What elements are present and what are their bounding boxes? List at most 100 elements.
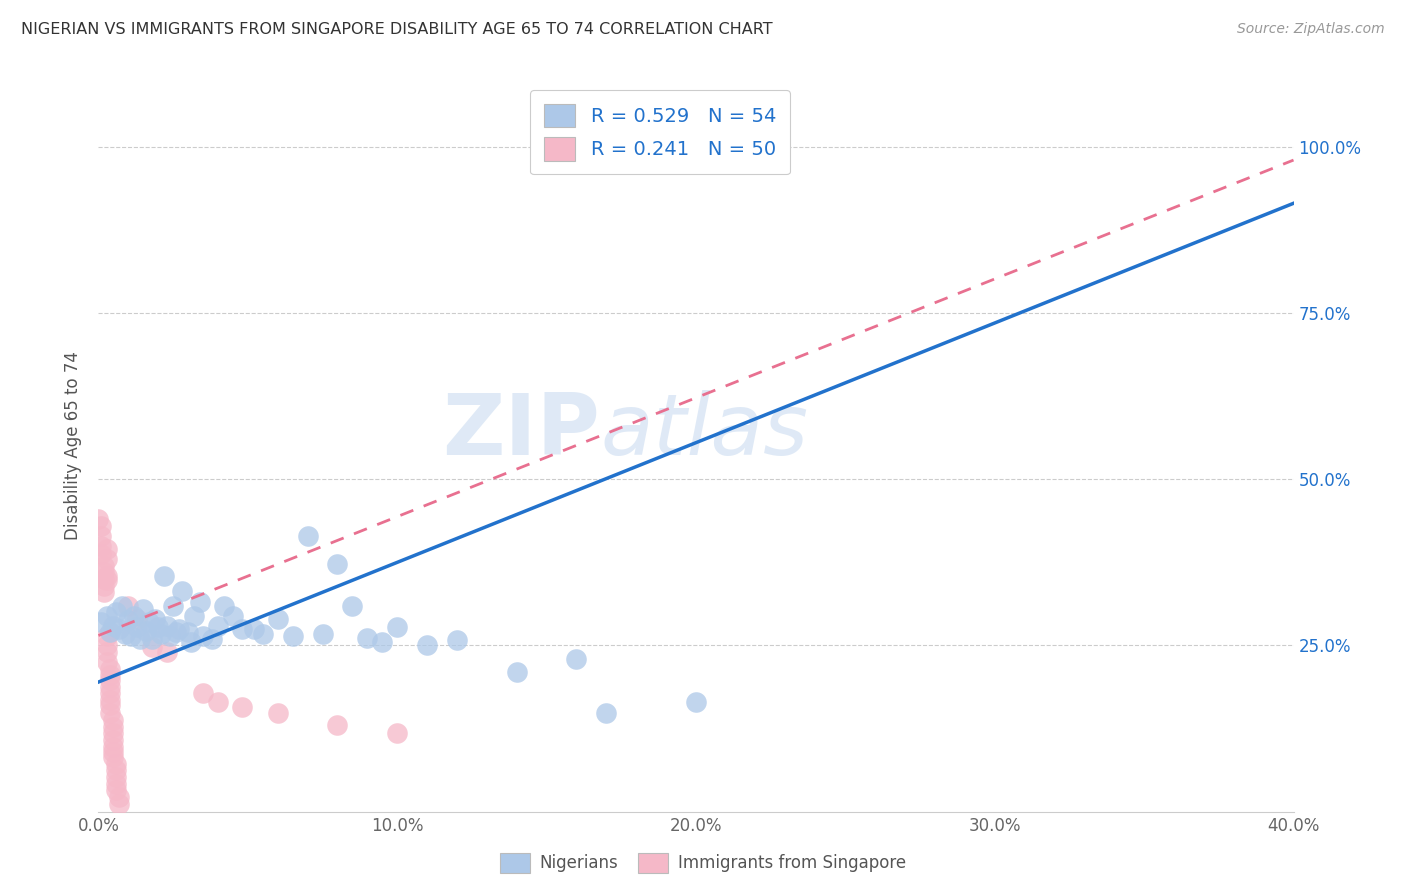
Point <box>87 512 110 526</box>
Point <box>153 568 176 582</box>
Point <box>177 625 200 640</box>
Point <box>90 539 112 553</box>
Point <box>148 620 170 634</box>
Point <box>156 645 179 659</box>
Point <box>162 599 184 613</box>
Point <box>172 584 194 599</box>
Point <box>311 626 333 640</box>
Point <box>281 628 304 642</box>
Point <box>267 706 290 721</box>
Point <box>167 622 190 636</box>
Point <box>98 693 122 707</box>
Point <box>98 662 122 676</box>
Point <box>105 777 128 791</box>
Point <box>105 605 128 619</box>
Point <box>201 632 224 646</box>
Point <box>120 628 142 642</box>
Point <box>565 652 588 666</box>
Point <box>98 698 122 713</box>
Point <box>138 615 160 630</box>
Point <box>103 618 125 632</box>
Point <box>141 632 163 646</box>
Point <box>212 599 235 613</box>
Point <box>117 599 139 613</box>
Point <box>114 626 136 640</box>
Point <box>105 783 128 797</box>
Point <box>371 635 394 649</box>
Point <box>685 695 707 709</box>
Point <box>150 626 173 640</box>
Point <box>98 668 122 682</box>
Point <box>96 542 118 557</box>
Point <box>342 599 364 613</box>
Point <box>93 585 115 599</box>
Point <box>111 599 134 613</box>
Point <box>191 686 214 700</box>
Text: NIGERIAN VS IMMIGRANTS FROM SINGAPORE DISABILITY AGE 65 TO 74 CORRELATION CHART: NIGERIAN VS IMMIGRANTS FROM SINGAPORE DI… <box>21 22 773 37</box>
Point <box>127 620 149 634</box>
Point <box>297 529 319 543</box>
Point <box>385 726 409 740</box>
Point <box>124 608 146 623</box>
Legend: R = 0.529   N = 54, R = 0.241   N = 50: R = 0.529 N = 54, R = 0.241 N = 50 <box>530 90 790 175</box>
Point <box>96 639 118 653</box>
Point <box>96 568 118 582</box>
Point <box>252 626 274 640</box>
Point <box>191 628 214 642</box>
Point <box>90 547 112 561</box>
Point <box>93 558 115 573</box>
Point <box>143 612 166 626</box>
Point <box>108 797 131 811</box>
Point <box>93 579 115 593</box>
Legend: Nigerians, Immigrants from Singapore: Nigerians, Immigrants from Singapore <box>494 847 912 880</box>
Point <box>231 622 253 636</box>
Point <box>96 574 118 588</box>
Point <box>105 756 128 771</box>
Point <box>127 612 149 626</box>
Point <box>90 529 112 543</box>
Point <box>135 624 157 638</box>
Point <box>93 572 115 586</box>
Point <box>222 608 245 623</box>
Point <box>132 602 155 616</box>
Point <box>98 706 122 721</box>
Point <box>96 655 118 669</box>
Point <box>231 699 253 714</box>
Text: Source: ZipAtlas.com: Source: ZipAtlas.com <box>1237 22 1385 37</box>
Point <box>103 726 125 740</box>
Point <box>416 639 439 653</box>
Point <box>207 618 229 632</box>
Point <box>326 718 349 732</box>
Point <box>105 764 128 778</box>
Point <box>595 706 617 721</box>
Point <box>103 750 125 764</box>
Point <box>103 739 125 754</box>
Point <box>141 640 163 654</box>
Point <box>90 518 112 533</box>
Point <box>385 620 409 634</box>
Point <box>326 558 349 572</box>
Point <box>183 608 205 623</box>
Point <box>103 720 125 734</box>
Point <box>117 613 139 627</box>
Point <box>98 625 122 640</box>
Text: ZIP: ZIP <box>443 390 600 473</box>
Point <box>103 732 125 747</box>
Point <box>156 618 179 632</box>
Point <box>446 633 468 648</box>
Point <box>93 566 115 580</box>
Point <box>96 552 118 566</box>
Point <box>356 631 378 645</box>
Point <box>243 622 266 636</box>
Point <box>108 790 131 805</box>
Point <box>96 628 118 642</box>
Point <box>103 745 125 759</box>
Point <box>207 695 229 709</box>
Point <box>180 635 202 649</box>
Point <box>129 632 152 646</box>
Point <box>96 608 118 623</box>
Y-axis label: Disability Age 65 to 74: Disability Age 65 to 74 <box>65 351 83 541</box>
Point <box>105 770 128 784</box>
Point <box>159 628 181 642</box>
Point <box>188 595 211 609</box>
